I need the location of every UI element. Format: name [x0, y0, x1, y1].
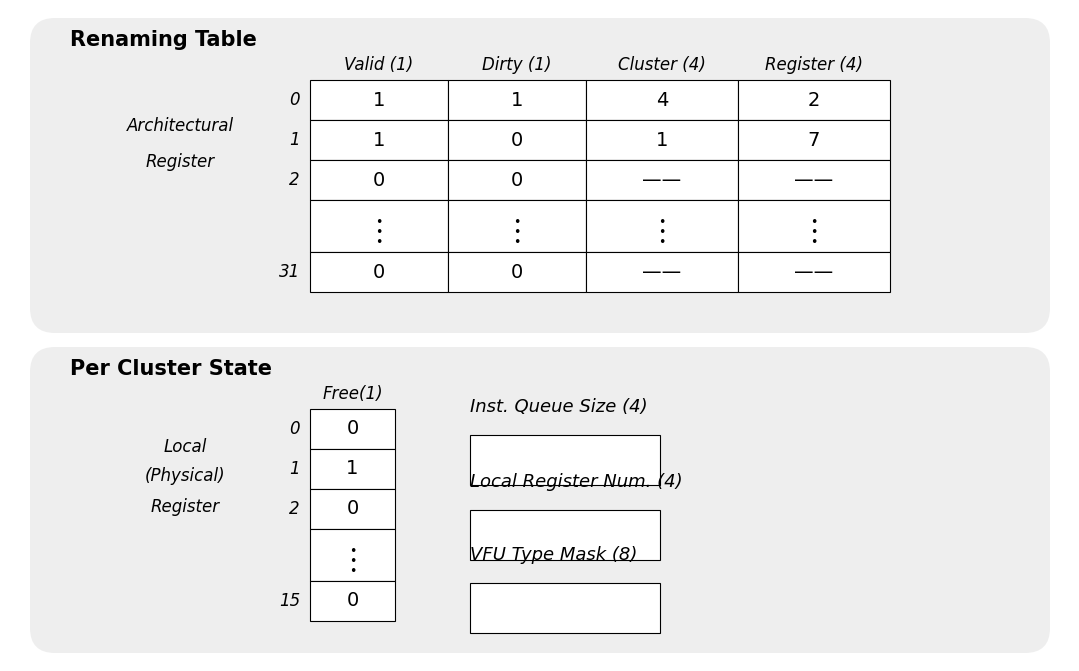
Bar: [586, 120, 738, 160]
Text: 1: 1: [373, 91, 385, 109]
Bar: [448, 200, 586, 252]
Text: 1: 1: [373, 130, 385, 150]
Text: 2: 2: [808, 91, 820, 109]
Text: 2: 2: [289, 500, 300, 518]
Text: 4: 4: [656, 91, 668, 109]
Text: ——: ——: [642, 262, 682, 282]
Bar: [470, 510, 660, 560]
Bar: [586, 80, 738, 120]
Text: Register (4): Register (4): [765, 56, 863, 74]
Bar: [586, 252, 738, 292]
Bar: [310, 449, 395, 489]
Text: 0: 0: [510, 262, 523, 282]
Text: •: •: [658, 236, 666, 248]
Bar: [470, 583, 660, 633]
Text: 0: 0: [289, 420, 300, 438]
Text: Register: Register: [146, 153, 215, 171]
Bar: [448, 120, 586, 160]
Bar: [586, 200, 738, 252]
Text: 0: 0: [510, 170, 523, 189]
Bar: [586, 160, 738, 200]
Bar: [310, 160, 448, 200]
FancyBboxPatch shape: [30, 347, 1050, 653]
Bar: [738, 200, 890, 252]
Text: ——: ——: [642, 170, 682, 189]
Bar: [738, 120, 890, 160]
Text: •: •: [349, 564, 356, 578]
Bar: [738, 252, 890, 292]
Text: •: •: [349, 544, 356, 558]
Bar: [310, 80, 448, 120]
Text: Architectural: Architectural: [126, 117, 233, 135]
Bar: [738, 160, 890, 200]
Text: •: •: [810, 215, 818, 229]
Bar: [738, 80, 890, 120]
Text: 0: 0: [289, 91, 300, 109]
Text: Register: Register: [150, 498, 219, 516]
Bar: [310, 489, 395, 529]
Text: 15: 15: [278, 592, 300, 610]
Bar: [310, 529, 395, 581]
Text: ——: ——: [794, 262, 834, 282]
Text: 7: 7: [808, 130, 820, 150]
Text: Inst. Queue Size (4): Inst. Queue Size (4): [470, 398, 647, 416]
Text: Free(1): Free(1): [323, 385, 383, 403]
Text: •: •: [658, 215, 666, 229]
Text: 1: 1: [346, 460, 358, 478]
Text: (Physical): (Physical): [145, 467, 226, 485]
Text: 31: 31: [278, 263, 300, 281]
Bar: [310, 120, 448, 160]
Text: •: •: [658, 225, 666, 238]
Text: 0: 0: [373, 262, 385, 282]
Text: 2: 2: [289, 171, 300, 189]
Bar: [310, 409, 395, 449]
Text: Renaming Table: Renaming Table: [70, 30, 257, 50]
Text: 0: 0: [346, 419, 358, 439]
Text: •: •: [514, 225, 521, 238]
Bar: [448, 252, 586, 292]
Text: Cluster (4): Cluster (4): [618, 56, 706, 74]
Text: 1: 1: [510, 91, 523, 109]
FancyBboxPatch shape: [30, 18, 1050, 333]
Bar: [310, 200, 448, 252]
Text: 0: 0: [346, 499, 358, 519]
Text: Valid (1): Valid (1): [344, 56, 413, 74]
Bar: [448, 80, 586, 120]
Bar: [310, 581, 395, 621]
Text: VFU Type Mask (8): VFU Type Mask (8): [470, 546, 638, 564]
Bar: [310, 252, 448, 292]
Text: 0: 0: [510, 130, 523, 150]
Text: 1: 1: [289, 460, 300, 478]
Text: Local: Local: [163, 438, 207, 456]
Bar: [448, 160, 586, 200]
Text: •: •: [810, 225, 818, 238]
Text: •: •: [514, 215, 521, 229]
Text: •: •: [514, 236, 521, 248]
Bar: [470, 435, 660, 485]
Text: 0: 0: [373, 170, 385, 189]
Text: ——: ——: [794, 170, 834, 189]
Text: Per Cluster State: Per Cluster State: [70, 359, 272, 379]
Text: •: •: [810, 236, 818, 248]
Text: Local Register Num. (4): Local Register Num. (4): [470, 473, 683, 491]
Text: 1: 1: [656, 130, 668, 150]
Text: •: •: [375, 236, 383, 248]
Text: •: •: [349, 554, 356, 568]
Text: •: •: [375, 215, 383, 229]
Text: 1: 1: [289, 131, 300, 149]
Text: Dirty (1): Dirty (1): [482, 56, 551, 74]
Text: 0: 0: [346, 592, 358, 611]
Text: •: •: [375, 225, 383, 238]
